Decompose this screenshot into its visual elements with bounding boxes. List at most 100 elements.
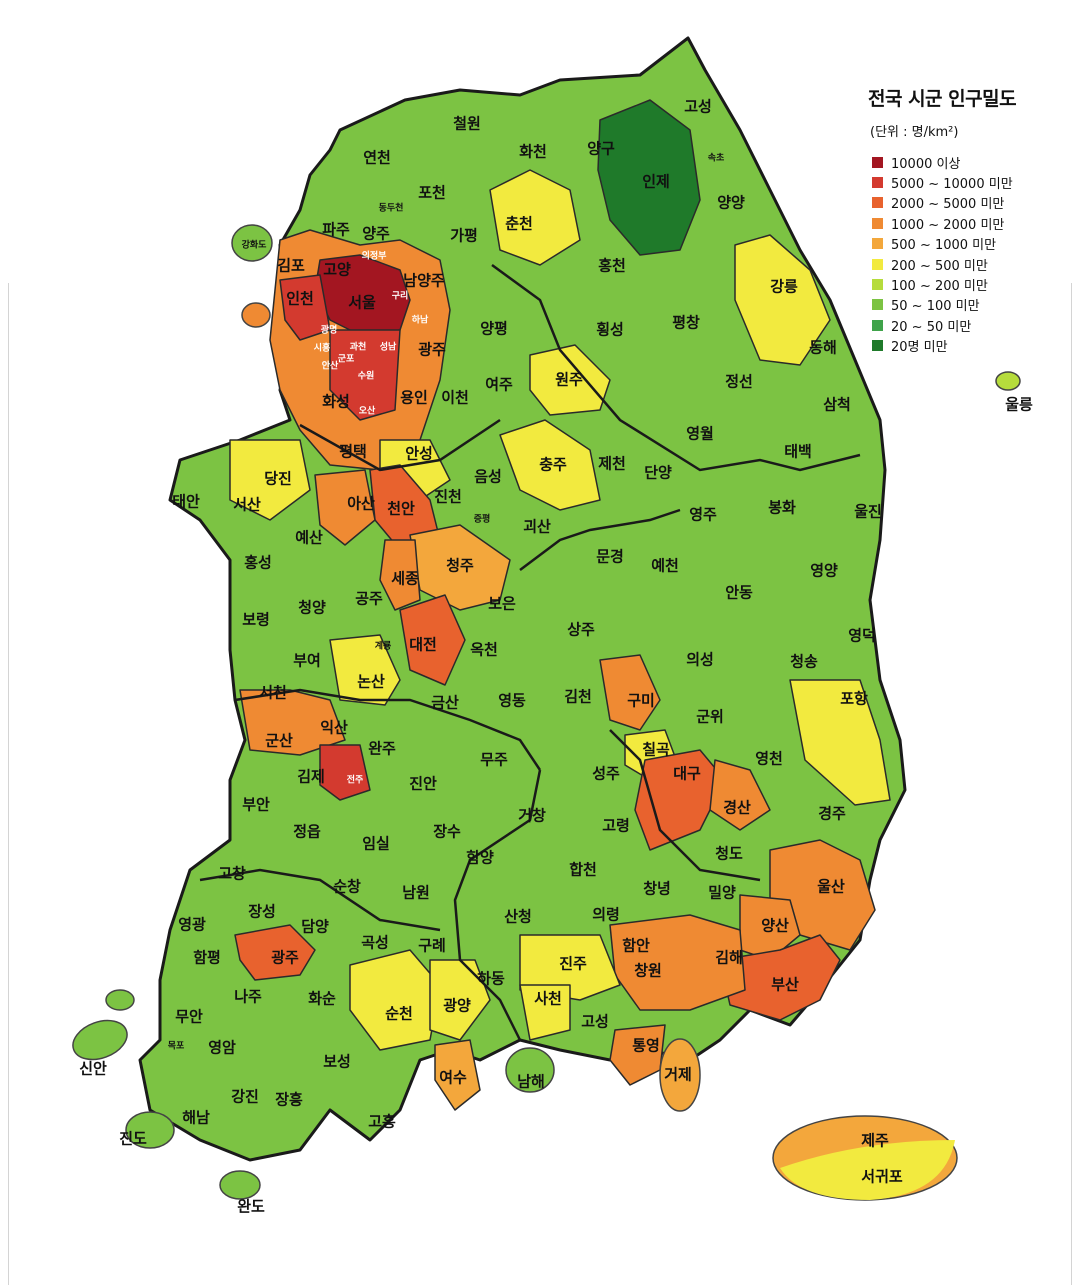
region-label: 영덕: [848, 627, 876, 645]
legend-swatch: [872, 217, 883, 229]
region-label: 동해: [809, 339, 837, 357]
legend-label: 5000 ~ 10000 미만: [891, 177, 1013, 193]
asan-shape: [314, 469, 376, 546]
region-label: 증평: [474, 513, 491, 525]
region-label: 남양주: [403, 272, 445, 290]
legend-label: 1000 ~ 2000 미만: [891, 217, 1005, 233]
province-boundary: [453, 769, 542, 1041]
jeonju-shape: [319, 744, 371, 801]
region-label: 단양: [644, 464, 672, 482]
region-label: 성주: [592, 765, 620, 783]
region-label: 완주: [368, 740, 396, 758]
region-label: 세종: [391, 570, 419, 588]
region-label: 울릉: [1005, 396, 1033, 414]
gwangyang-shape: [429, 959, 491, 1041]
region-label: 양주: [362, 225, 390, 243]
legend-item: 20 ~ 50 미만: [866, 315, 1066, 335]
gumi-shape: [599, 654, 661, 731]
region-label: 화순: [308, 990, 336, 1008]
region-label: 진주: [559, 955, 587, 973]
region-label: 해남: [182, 1109, 210, 1127]
region-label: 울산: [817, 878, 845, 896]
gunsan-iksan-shape: [239, 689, 346, 756]
region-label: 나주: [234, 988, 262, 1006]
region-label: 담양: [301, 918, 329, 936]
region-label: 함양: [466, 849, 494, 867]
region-label: 양산: [761, 917, 789, 935]
region-label: 광양: [443, 997, 471, 1015]
region-label: 보성: [323, 1053, 351, 1071]
wando-island-shape: [219, 1170, 261, 1200]
province-boundary: [609, 729, 761, 882]
region-label: 광주: [271, 949, 299, 967]
region-label: 청도: [715, 845, 743, 863]
jinju-shape: [519, 934, 621, 1001]
province-boundary: [234, 688, 542, 771]
region-label: 아산: [347, 495, 375, 513]
region-label: 김포: [277, 257, 305, 275]
region-label: 논산: [357, 673, 385, 691]
region-label: 양양: [717, 194, 745, 212]
gangneung-shape: [734, 234, 831, 366]
cheongju-shape: [409, 524, 511, 611]
region-label: 서귀포: [861, 1168, 903, 1186]
region-label: 경주: [818, 805, 846, 823]
region-label: 보령: [242, 611, 270, 629]
region-label: 창원: [634, 962, 662, 980]
region-label: 청양: [298, 599, 326, 617]
province-boundary: [491, 263, 861, 472]
legend-swatch: [872, 156, 883, 168]
region-label: 고양: [323, 261, 351, 279]
legend-label: 20명 미만: [891, 340, 948, 356]
wonju-shape: [529, 344, 611, 416]
region-label: 서천: [259, 684, 287, 702]
region-label: 시흥: [314, 342, 331, 354]
region-label: 연천: [363, 149, 391, 167]
legend-title: 전국 시군 인구밀도: [868, 88, 1017, 110]
gyeonggi-core-shape: [329, 329, 401, 421]
region-label: 의성: [686, 651, 714, 669]
region-label: 신안: [79, 1060, 107, 1078]
legend-item: 50 ~ 100 미만: [866, 295, 1066, 315]
region-label: 진도: [119, 1130, 147, 1148]
region-label: 속초: [708, 152, 725, 164]
gwangju-shape: [234, 924, 316, 981]
region-shapes: [72, 36, 1021, 1201]
dangjin-seosan-shape: [229, 439, 311, 521]
legend-item: 1000 ~ 2000 미만: [866, 213, 1066, 233]
region-label: 김제: [297, 768, 325, 786]
region-label: 영양: [810, 562, 838, 580]
legend-swatch: [872, 238, 883, 250]
legend-item: 20명 미만: [866, 336, 1066, 356]
gyeongsan-shape: [709, 759, 771, 831]
region-label: 파주: [322, 221, 350, 239]
region-label: 청주: [446, 557, 474, 575]
region-label: 군포: [338, 354, 355, 365]
legend-swatch: [872, 319, 883, 331]
region-label: 통영: [632, 1037, 660, 1055]
region-label: 무안: [175, 1008, 203, 1026]
busan-shape: [719, 934, 841, 1021]
region-label: 울진: [854, 503, 882, 521]
region-label: 광명: [321, 324, 338, 336]
region-label: 원주: [555, 371, 583, 389]
region-label: 구례: [418, 937, 446, 955]
region-label: 목포: [168, 1041, 185, 1052]
region-label: 양구: [587, 140, 615, 158]
region-label: 칠곡: [642, 741, 670, 759]
region-label: 정선: [725, 373, 753, 391]
region-label: 양평: [480, 320, 508, 338]
region-label: 영동: [498, 692, 526, 710]
geoje-island-shape: [659, 1038, 701, 1112]
region-label: 창녕: [643, 880, 671, 898]
region-label: 봉화: [768, 499, 796, 517]
region-label: 고성: [581, 1013, 609, 1031]
region-label: 여수: [439, 1069, 467, 1087]
region-label: 삼척: [823, 396, 851, 414]
region-label: 안성: [405, 445, 433, 463]
region-label: 강진: [231, 1088, 259, 1106]
region-label: 문경: [596, 548, 624, 566]
chungju-shape: [499, 419, 601, 511]
region-label: 구미: [627, 692, 655, 710]
legend-item: 200 ~ 500 미만: [866, 254, 1066, 274]
